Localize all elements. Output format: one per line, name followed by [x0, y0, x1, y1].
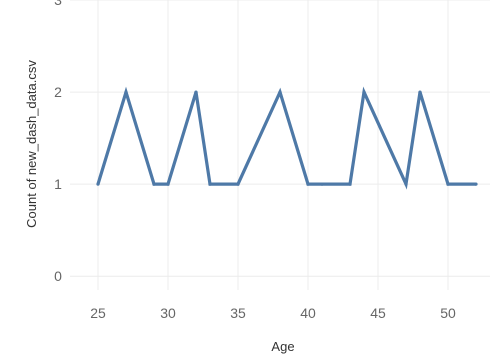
- y-tick-label: 3: [54, 0, 62, 8]
- data-point: [320, 182, 324, 186]
- data-point: [348, 182, 352, 186]
- x-axis-ticks: 25 30 35 40 45 50: [90, 305, 456, 321]
- data-point: [278, 90, 282, 94]
- x-tick-label: 40: [300, 305, 316, 321]
- data-point: [418, 90, 422, 94]
- data-point: [306, 182, 310, 186]
- data-point: [404, 182, 408, 186]
- data-point: [152, 182, 156, 186]
- data-point: [446, 182, 450, 186]
- data-point: [166, 182, 170, 186]
- data-point: [474, 182, 478, 186]
- x-tick-label: 45: [370, 305, 386, 321]
- series-lines: [96, 86, 478, 190]
- data-point: [236, 182, 240, 186]
- data-point: [362, 90, 366, 94]
- x-tick-label: 50: [440, 305, 456, 321]
- x-tick-label: 35: [230, 305, 246, 321]
- gridlines: [70, 0, 490, 290]
- x-tick-label: 25: [90, 305, 106, 321]
- x-axis-title: Age: [271, 339, 294, 354]
- y-tick-label: 0: [54, 268, 62, 284]
- x-tick-label: 30: [160, 305, 176, 321]
- y-tick-label: 1: [54, 176, 62, 192]
- y-tick-label: 2: [54, 84, 62, 100]
- data-point: [124, 90, 128, 94]
- y-axis-ticks: 0 1 2 3: [54, 0, 62, 284]
- y-axis-title: Count of new_dash_data.csv: [24, 60, 39, 228]
- series-line: [96, 86, 476, 190]
- data-point: [208, 182, 212, 186]
- data-point: [96, 182, 100, 186]
- data-point: [194, 90, 198, 94]
